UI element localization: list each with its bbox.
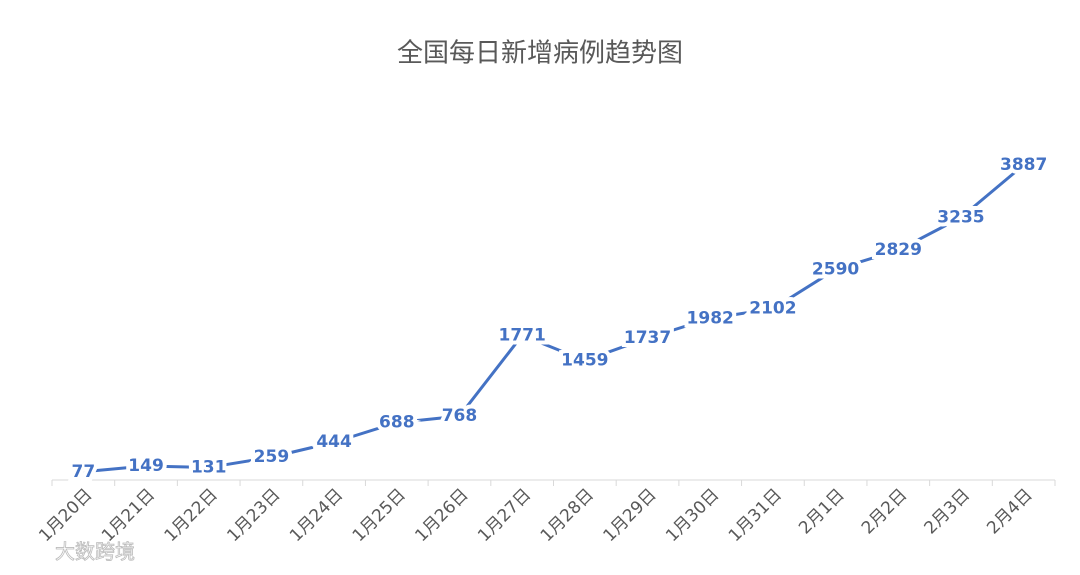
x-tick-label: 2月2日 — [858, 485, 911, 538]
data-label: 149 — [128, 456, 164, 476]
x-tick-label: 2月1日 — [795, 485, 848, 538]
x-tick-label: 1月27日 — [474, 485, 535, 546]
x-tick-label: 1月26日 — [411, 485, 472, 546]
data-label: 3887 — [1000, 155, 1047, 175]
x-tick-label: 1月28日 — [537, 485, 598, 546]
x-tick-label: 1月22日 — [161, 485, 222, 546]
watermark: 大数跨境 — [55, 540, 135, 564]
line — [83, 163, 1025, 474]
x-tick-label: 1月25日 — [349, 485, 410, 546]
x-tick-label: 1月29日 — [599, 485, 660, 546]
chart-title: 全国每日新增病例趋势图 — [397, 39, 683, 69]
data-label: 1982 — [687, 308, 734, 328]
data-label: 2829 — [875, 240, 922, 260]
x-tick-label: 2月4日 — [983, 485, 1036, 538]
x-tick-label: 1月20日 — [35, 485, 96, 546]
x-tick-label: 1月31日 — [725, 485, 786, 546]
data-label: 131 — [191, 457, 227, 477]
data-label: 1459 — [561, 351, 608, 371]
data-label: 444 — [316, 432, 352, 452]
x-tick-label: 1月30日 — [662, 485, 723, 546]
x-tick-label: 1月24日 — [286, 485, 347, 546]
data-label: 2590 — [812, 259, 859, 279]
data-label: 259 — [254, 447, 290, 467]
data-label: 77 — [72, 462, 96, 482]
data-label: 2102 — [749, 299, 796, 319]
data-label: 3235 — [937, 208, 984, 228]
data-label: 688 — [379, 413, 415, 433]
data-label: 1771 — [498, 325, 545, 345]
x-tick-label: 1月23日 — [223, 485, 284, 546]
data-label: 1737 — [624, 328, 671, 348]
data-label: 768 — [442, 406, 478, 426]
x-tick-label: 2月3日 — [921, 485, 974, 538]
x-tick-label: 1月21日 — [98, 485, 159, 546]
